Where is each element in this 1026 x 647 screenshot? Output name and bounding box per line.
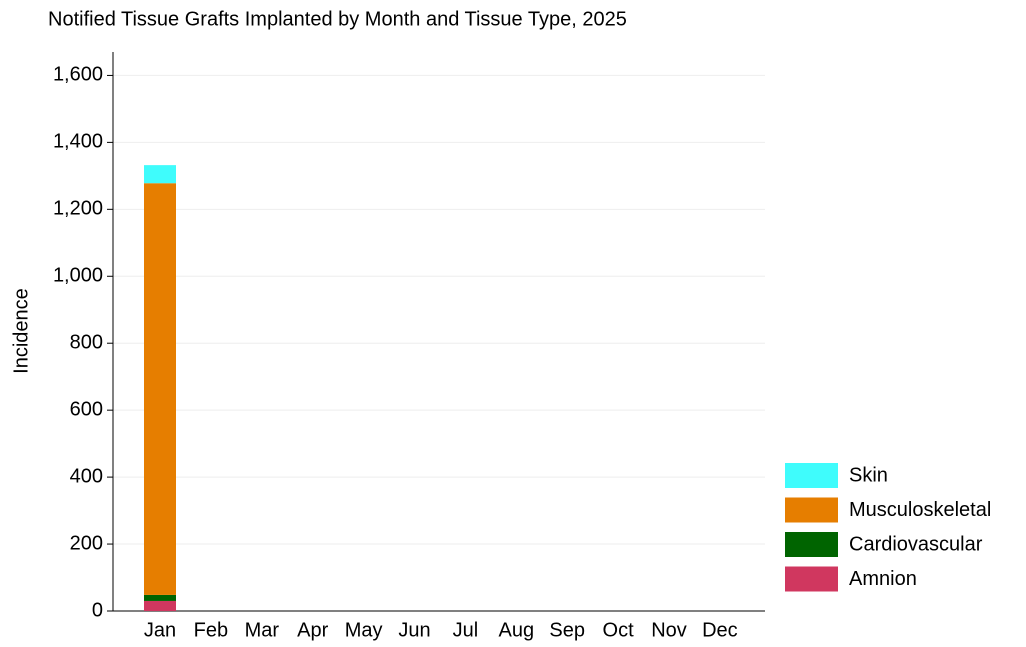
y-tick-label: 1,200 <box>53 198 103 220</box>
x-tick-label: Jan <box>144 619 176 641</box>
legend-swatch <box>785 532 838 557</box>
legend-swatch <box>785 497 838 523</box>
y-axis-label: Incidence <box>10 288 32 374</box>
legend-swatch <box>785 566 838 592</box>
y-tick-label: 800 <box>70 331 103 353</box>
bar-segment <box>144 594 176 601</box>
y-tick-label: 200 <box>70 532 103 554</box>
bar-segment <box>144 600 176 611</box>
y-tick-label: 1,400 <box>53 131 103 153</box>
x-tick-label: Nov <box>651 619 687 641</box>
y-tick-label: 0 <box>92 599 103 621</box>
y-tick-label: 1,600 <box>53 64 103 86</box>
x-tick-label: Oct <box>603 619 635 641</box>
x-tick-label: Dec <box>702 619 738 641</box>
legend-label: Cardiovascular <box>849 533 983 555</box>
x-tick-label: Jun <box>398 619 430 641</box>
x-tick-label: Mar <box>245 619 280 641</box>
y-tick-label: 600 <box>70 398 103 420</box>
legend-label: Musculoskeletal <box>849 499 991 521</box>
x-tick-label: Jul <box>453 619 479 641</box>
x-tick-label: Feb <box>194 619 228 641</box>
x-tick-label: Aug <box>499 619 535 641</box>
legend-swatch <box>785 463 838 488</box>
y-tick-label: 400 <box>70 465 103 487</box>
bar-segment <box>144 165 176 184</box>
y-tick-label: 1,000 <box>53 265 103 287</box>
x-tick-label: Apr <box>297 619 328 641</box>
x-tick-label: May <box>345 619 383 641</box>
bar-segment <box>144 183 176 595</box>
legend-label: Amnion <box>849 568 917 590</box>
chart-title: Notified Tissue Grafts Implanted by Mont… <box>48 8 627 30</box>
legend-label: Skin <box>849 464 888 486</box>
x-tick-label: Sep <box>549 619 585 641</box>
